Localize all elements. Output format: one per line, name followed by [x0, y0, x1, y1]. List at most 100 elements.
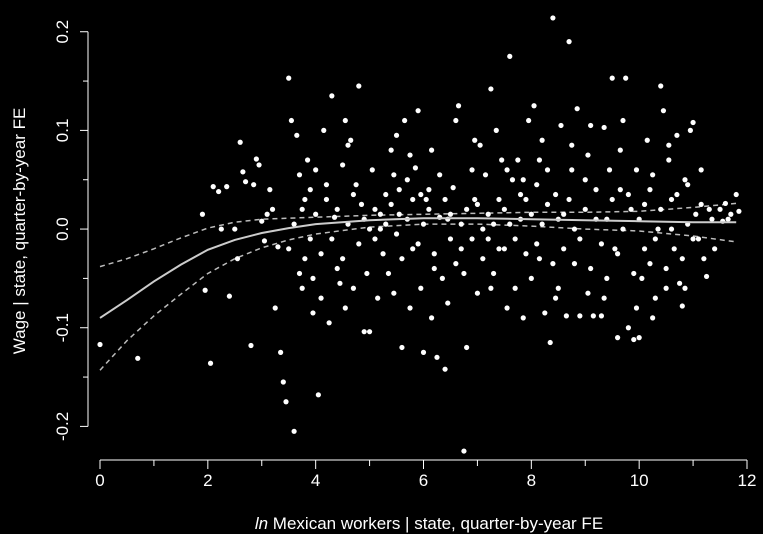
data-point: [461, 270, 467, 277]
data-point: [366, 226, 373, 232]
data-point: [329, 236, 335, 242]
data-point: [488, 285, 494, 291]
data-point: [617, 187, 623, 193]
data-point: [660, 108, 667, 114]
data-point: [666, 142, 672, 148]
data-point: [728, 211, 734, 217]
data-point: [393, 132, 400, 138]
fit-curve: [99, 217, 737, 319]
data-point: [321, 127, 327, 133]
data-point: [361, 329, 367, 335]
x-tick-label: 6: [419, 471, 428, 490]
data-point: [671, 246, 677, 252]
data-point: [625, 191, 631, 198]
data-point: [304, 157, 311, 163]
data-point: [628, 206, 634, 212]
data-point: [509, 177, 516, 183]
data-point: [620, 117, 626, 124]
data-point: [695, 236, 702, 242]
x-tick-label: 2: [203, 471, 212, 490]
data-point: [663, 265, 669, 272]
data-point: [658, 206, 664, 212]
data-point: [315, 392, 321, 398]
data-point: [577, 236, 583, 242]
data-point: [377, 211, 383, 217]
data-point: [450, 185, 456, 191]
data-point: [356, 83, 362, 89]
data-point: [199, 211, 206, 217]
data-point: [571, 226, 578, 232]
data-point: [655, 226, 661, 232]
data-point: [458, 246, 464, 252]
data-point: [383, 191, 389, 198]
data-point: [585, 152, 591, 158]
data-point: [636, 335, 642, 341]
data-point: [402, 117, 408, 124]
data-point: [329, 93, 335, 99]
data-point: [547, 339, 553, 346]
data-point: [224, 184, 230, 190]
data-point: [313, 211, 319, 217]
data-point: [310, 275, 316, 281]
data-point: [240, 169, 246, 175]
data-point: [415, 241, 421, 247]
data-point: [412, 165, 419, 171]
y-tick-label: -0.2: [53, 412, 72, 441]
y-tick-label: 0.0: [53, 217, 72, 241]
data-point: [366, 329, 373, 335]
data-point: [604, 275, 610, 281]
x-tick-label: 0: [95, 471, 104, 490]
data-point: [350, 191, 357, 198]
data-point: [682, 177, 688, 183]
data-point: [523, 196, 529, 203]
data-point: [296, 270, 303, 277]
data-point: [512, 285, 518, 291]
ci-upper-line: [99, 202, 737, 268]
data-point: [582, 177, 588, 183]
data-point: [256, 162, 262, 168]
y-axis-title: Wage | state, quarter-by-year FE: [10, 108, 29, 355]
data-point: [437, 172, 443, 178]
data-point: [353, 182, 359, 188]
data-point: [496, 196, 502, 203]
data-point: [426, 187, 432, 193]
data-point: [302, 256, 308, 262]
data-point: [512, 236, 518, 242]
data-point: [485, 236, 491, 242]
x-axis-title-italic: ln: [255, 514, 268, 533]
data-point: [650, 172, 656, 178]
data-point: [377, 226, 383, 232]
data-point: [455, 103, 462, 109]
data-point: [358, 201, 365, 207]
data-point: [539, 137, 545, 143]
data-point: [458, 221, 464, 227]
data-point: [647, 187, 653, 193]
data-point: [644, 137, 650, 143]
data-point: [647, 261, 653, 267]
data-point: [663, 285, 669, 291]
data-point: [334, 206, 340, 212]
data-point: [267, 187, 273, 193]
data-point: [275, 244, 281, 250]
data-point: [609, 196, 615, 203]
data-point: [442, 366, 448, 372]
data-point: [588, 122, 594, 129]
data-point: [571, 261, 578, 267]
data-point: [588, 265, 594, 272]
data-point: [434, 354, 440, 360]
data-point: [420, 349, 427, 355]
data-point: [693, 211, 699, 217]
data-point: [469, 236, 475, 242]
data-point: [453, 261, 459, 267]
data-point: [331, 214, 338, 220]
data-point: [558, 122, 564, 129]
data-point: [585, 290, 591, 296]
data-point: [318, 251, 324, 257]
data-point: [288, 117, 295, 124]
data-point: [717, 206, 723, 212]
data-point: [210, 184, 216, 190]
data-point: [391, 172, 397, 178]
data-point: [679, 256, 685, 262]
data-point: [677, 280, 683, 286]
